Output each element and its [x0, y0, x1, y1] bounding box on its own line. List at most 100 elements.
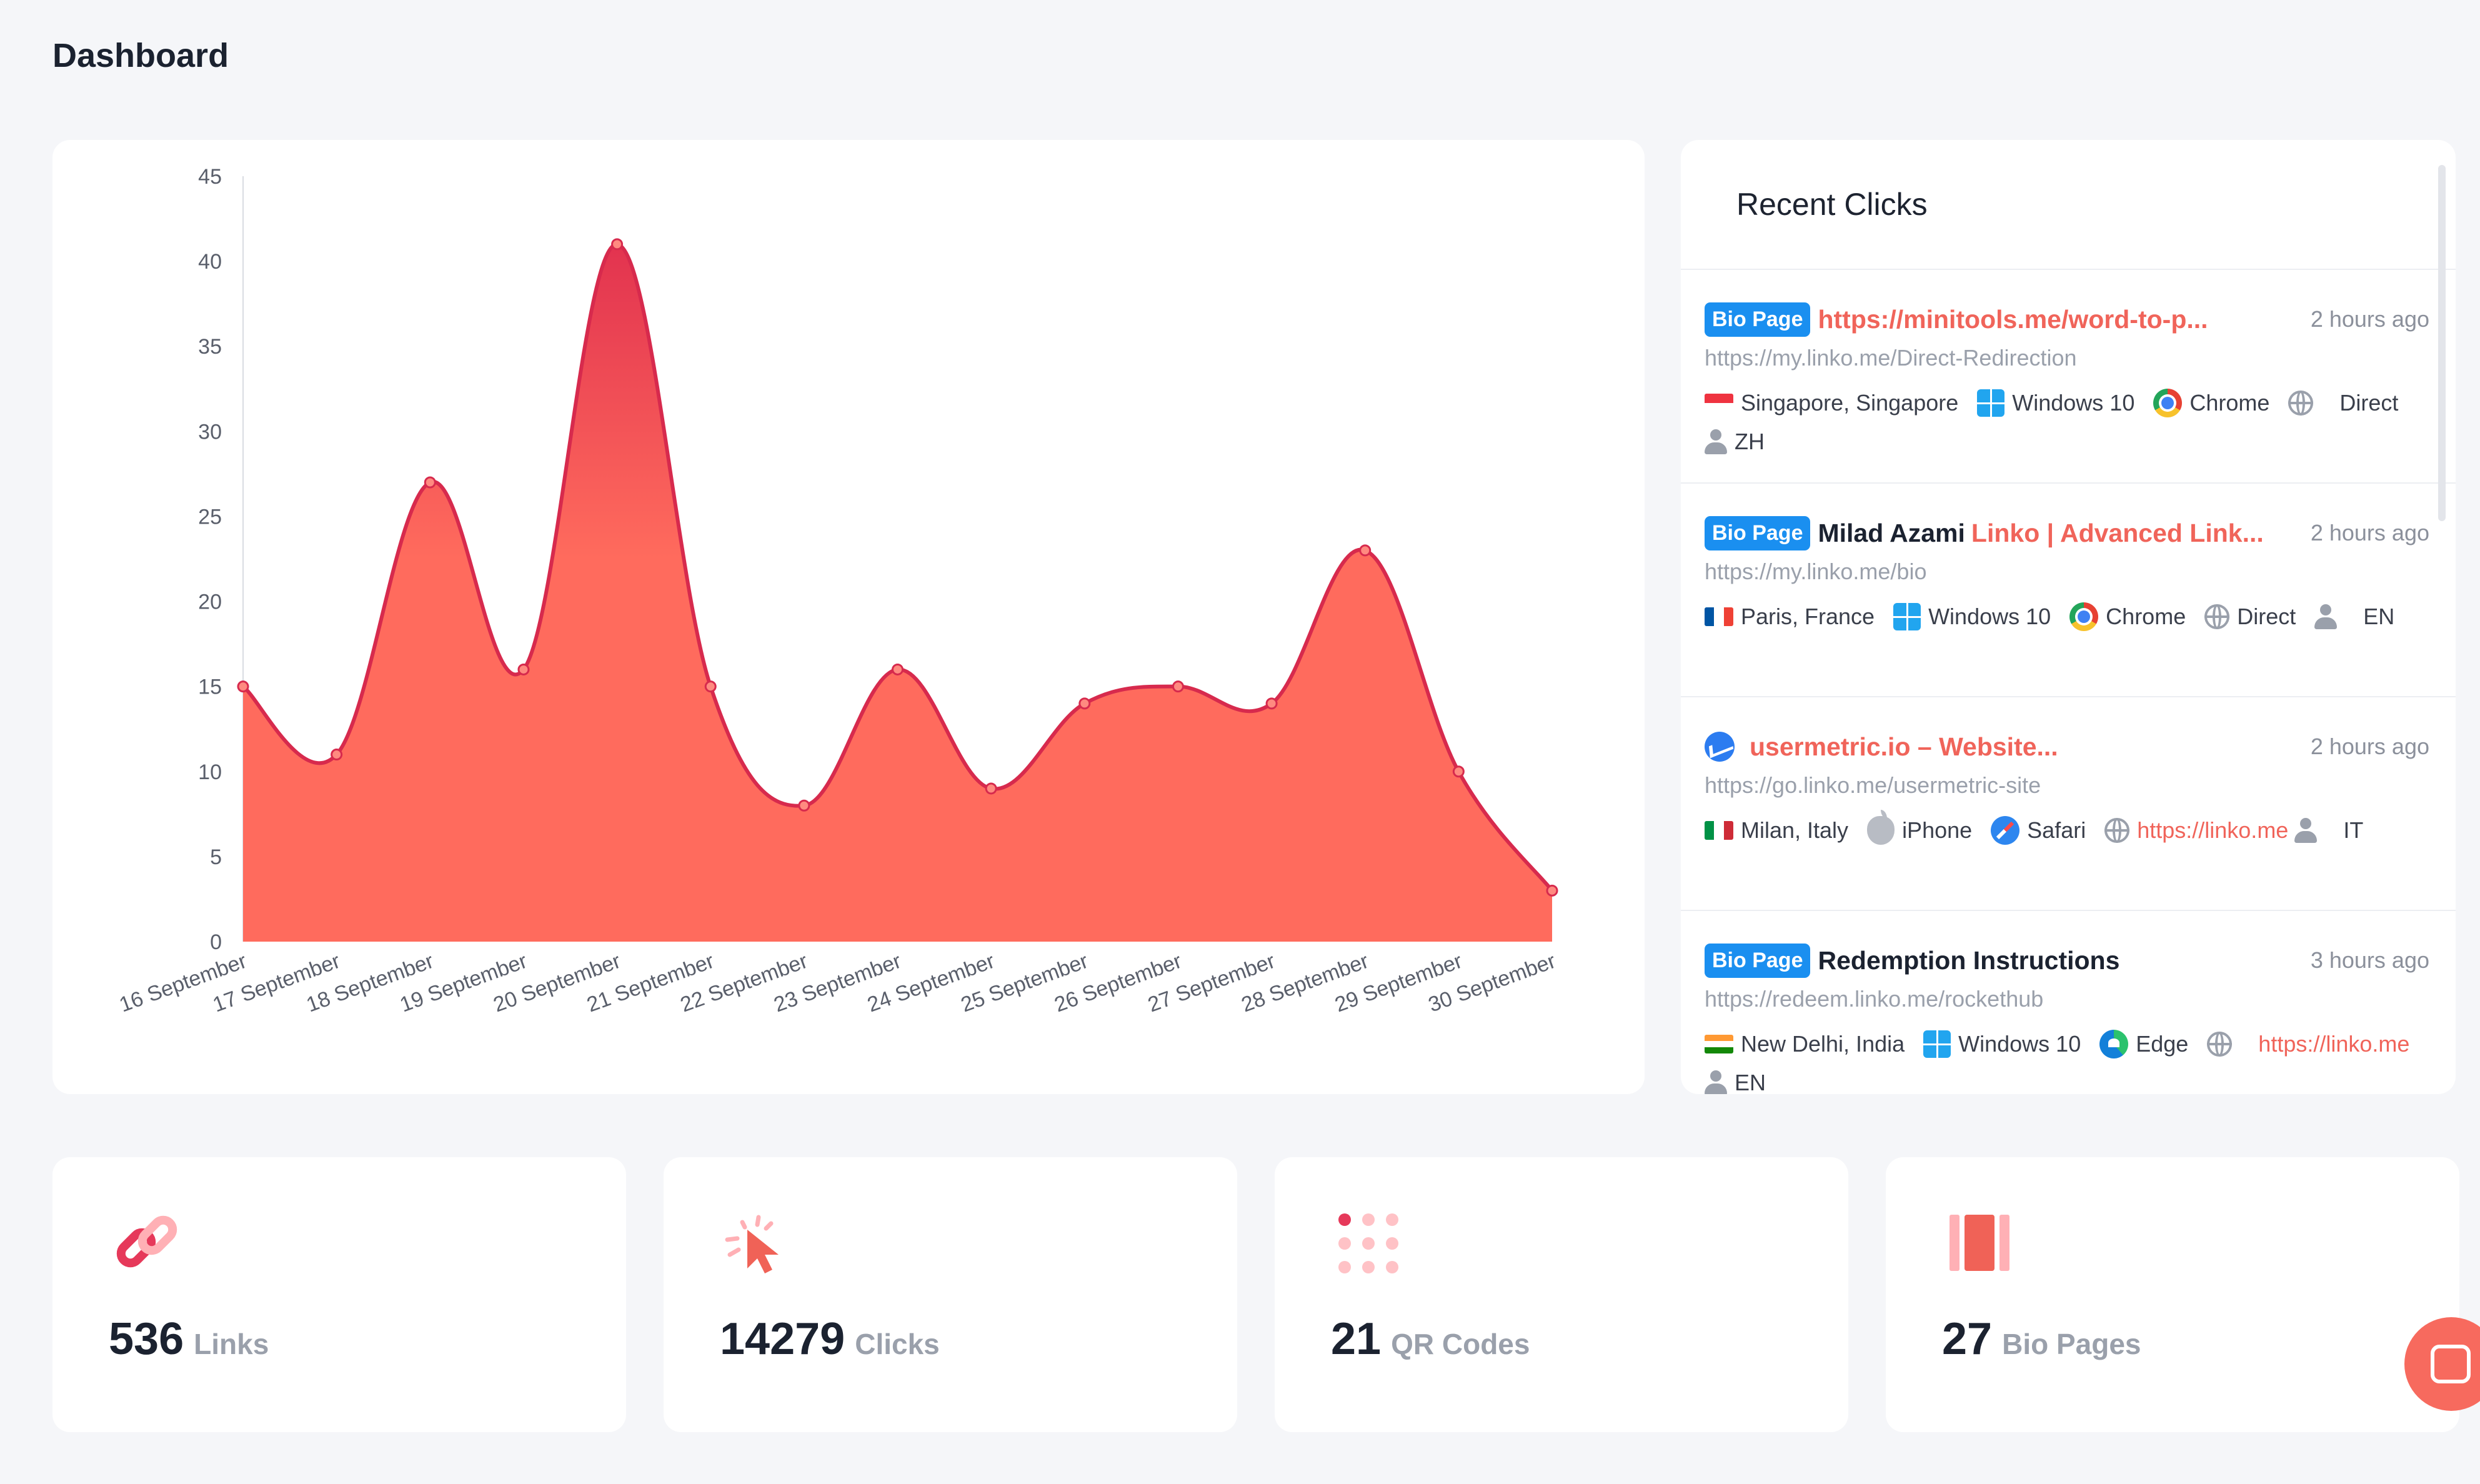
click-language: EN: [2363, 604, 2395, 629]
link-icon: [116, 1215, 177, 1268]
user-icon: [2294, 818, 2318, 843]
stat-label: Bio Pages: [2002, 1328, 2141, 1360]
data-point[interactable]: [611, 238, 624, 251]
click-time: 2 hours ago: [2310, 734, 2429, 759]
y-tick-label: 20: [198, 590, 222, 614]
click-os: Windows 10: [2012, 390, 2135, 416]
click-target-link[interactable]: https://minitools.me/word-to-p...: [1818, 304, 2208, 334]
safari-icon: [1991, 816, 2020, 845]
stat-label: Links: [194, 1328, 269, 1360]
click-referrer: Direct: [2339, 390, 2399, 416]
data-point[interactable]: [1452, 765, 1465, 778]
click-time: 2 hours ago: [2310, 520, 2429, 545]
globe-icon: [2204, 604, 2230, 629]
y-tick-label: 35: [198, 335, 222, 359]
series-area: [243, 244, 1552, 942]
usermetric-favicon-icon: [1705, 732, 1735, 762]
click-referrer[interactable]: https://linko.me: [2258, 1031, 2410, 1057]
click-browser: Chrome: [2189, 390, 2270, 416]
stat-value: 14279: [720, 1314, 845, 1364]
click-item[interactable]: Bio Page Redemption Instructions 3 hours…: [1681, 911, 2456, 1094]
y-tick-label: 30: [198, 420, 222, 444]
y-tick-label: 15: [198, 675, 222, 699]
in-flag-icon: [1705, 1035, 1733, 1053]
click-item[interactable]: Bio Page Milad Azami Linko | Advanced Li…: [1681, 484, 2456, 697]
page-title: Dashboard: [52, 37, 229, 74]
bio-page-badge: Bio Page: [1705, 302, 1811, 337]
short-url[interactable]: https://redeem.linko.me/rockethub: [1705, 986, 2044, 1012]
chat-launcher-button[interactable]: [2404, 1317, 2480, 1411]
y-tick-label: 40: [198, 250, 222, 274]
click-target-link[interactable]: usermetric.io – Website...: [1750, 732, 2058, 761]
globe-icon: [2104, 818, 2130, 843]
short-url[interactable]: https://go.linko.me/usermetric-site: [1705, 772, 2041, 798]
chat-icon: [2431, 1345, 2471, 1383]
click-referrer[interactable]: https://linko.me: [2137, 817, 2289, 843]
sg-flag-icon: [1705, 394, 1733, 412]
bio-page-badge: Bio Page: [1705, 943, 1811, 978]
stat-value: 536: [109, 1314, 184, 1364]
data-point[interactable]: [1172, 680, 1184, 693]
data-point[interactable]: [704, 680, 717, 693]
scrollbar-thumb[interactable]: [2438, 165, 2446, 521]
data-point[interactable]: [237, 680, 249, 693]
click-target-link[interactable]: Linko | Advanced Link...: [1971, 518, 2264, 547]
click-referrer: Direct: [2237, 604, 2296, 629]
data-point[interactable]: [892, 663, 904, 675]
globe-icon: [2288, 391, 2314, 416]
fr-flag-icon: [1705, 607, 1733, 626]
chrome-icon: [2153, 389, 2183, 417]
data-point[interactable]: [517, 663, 530, 675]
click-time: 2 hours ago: [2310, 306, 2429, 332]
y-tick-label: 45: [198, 165, 222, 189]
click-page-name: Milad Azami: [1818, 518, 1965, 547]
user-icon: [2314, 604, 2338, 629]
cursor-click-icon: [725, 1215, 779, 1273]
chrome-icon: [2069, 602, 2099, 631]
windows-icon: [1923, 1030, 1951, 1058]
data-point[interactable]: [1265, 697, 1278, 710]
recent-clicks-scrollbar[interactable]: [2438, 165, 2446, 1065]
apple-icon: [1867, 810, 1895, 845]
qr-dots-icon: [1338, 1213, 1398, 1273]
click-browser: Edge: [2136, 1031, 2189, 1057]
recent-clicks-title: Recent Clicks: [1736, 187, 1928, 222]
click-os: Windows 10: [1928, 604, 2051, 629]
stat-card-bio-pages[interactable]: 27 Bio Pages: [1886, 1157, 2459, 1432]
click-item[interactable]: usermetric.io – Website... 2 hours ago h…: [1681, 697, 2456, 911]
click-language: EN: [1735, 1070, 1766, 1094]
user-icon: [1705, 1070, 1727, 1094]
data-point[interactable]: [1359, 544, 1372, 557]
bio-page-icon: [1950, 1215, 2009, 1271]
click-page-name: Redemption Instructions: [1818, 945, 2120, 975]
click-browser: Safari: [2027, 817, 2086, 843]
edge-icon: [2099, 1030, 2129, 1058]
stat-value: 27: [1942, 1314, 1993, 1364]
data-point[interactable]: [985, 782, 997, 795]
click-item[interactable]: Bio Page https://minitools.me/word-to-p.…: [1681, 270, 2456, 484]
data-point[interactable]: [798, 799, 810, 812]
data-point[interactable]: [1546, 884, 1558, 897]
click-location: Paris, France: [1741, 604, 1875, 629]
short-url[interactable]: https://my.linko.me/Direct-Redirection: [1705, 345, 2077, 371]
stat-value: 21: [1331, 1314, 1382, 1364]
data-point[interactable]: [1078, 697, 1091, 710]
recent-clicks-card: Recent Clicks Bio Page https://minitools…: [1681, 140, 2456, 1094]
data-point[interactable]: [331, 749, 343, 761]
click-location: Singapore, Singapore: [1741, 390, 1959, 416]
click-time: 3 hours ago: [2310, 947, 2429, 973]
stat-card-clicks[interactable]: 14279 Clicks: [664, 1157, 1237, 1432]
stat-card-links[interactable]: 536 Links: [52, 1157, 626, 1432]
globe-icon: [2207, 1032, 2233, 1057]
user-icon: [1705, 429, 1727, 454]
short-url[interactable]: https://my.linko.me/bio: [1705, 559, 1927, 584]
stat-card-qr-codes[interactable]: 21 QR Codes: [1275, 1157, 1848, 1432]
y-tick-label: 25: [198, 505, 222, 529]
windows-icon: [1977, 389, 2005, 417]
stat-label: QR Codes: [1391, 1328, 1530, 1360]
click-browser: Chrome: [2106, 604, 2186, 629]
windows-icon: [1893, 603, 1921, 630]
bio-page-badge: Bio Page: [1705, 515, 1811, 550]
recent-clicks-list: Bio Page https://minitools.me/word-to-p.…: [1681, 270, 2456, 1094]
data-point[interactable]: [424, 476, 436, 489]
